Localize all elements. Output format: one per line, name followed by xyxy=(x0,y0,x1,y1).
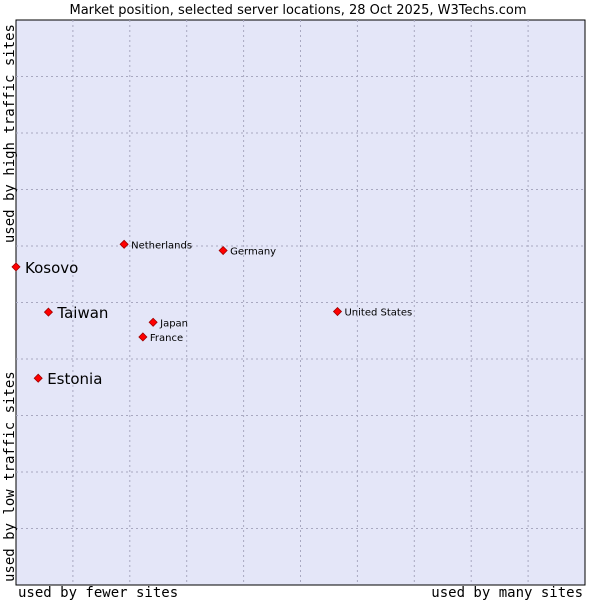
y-axis-label-top: used by high traffic sites xyxy=(2,24,18,243)
data-point-japan[interactable] xyxy=(148,317,158,327)
data-point-united-states[interactable] xyxy=(332,306,343,317)
data-point-netherlands[interactable] xyxy=(119,239,129,249)
x-axis-label-left: used by fewer sites xyxy=(18,585,178,600)
x-axis-label-right: used by many sites xyxy=(431,585,583,600)
grid-lines xyxy=(16,20,585,585)
data-label-japan: Japan xyxy=(159,318,188,329)
chart-title: Market position, selected server locatio… xyxy=(69,3,526,18)
data-point-estonia[interactable] xyxy=(33,373,43,383)
data-point-taiwan[interactable] xyxy=(43,307,53,317)
data-label-estonia: Estonia xyxy=(47,370,102,388)
data-label-kosovo: Kosovo xyxy=(25,259,78,277)
data-label-netherlands: Netherlands xyxy=(131,240,192,251)
data-point-germany[interactable] xyxy=(218,245,228,256)
data-points: Netherlands Germany Kosovo Taiwan United Sta… xyxy=(11,239,412,388)
data-label-germany: Germany xyxy=(230,247,276,258)
data-label-taiwan: Taiwan xyxy=(56,304,108,322)
data-point-france[interactable] xyxy=(138,332,148,342)
data-label-united-states: United States xyxy=(344,308,412,319)
data-point-kosovo[interactable] xyxy=(11,262,21,272)
data-label-france: France xyxy=(150,333,183,344)
y-axis-label-bottom: used by low traffic sites xyxy=(2,371,18,582)
